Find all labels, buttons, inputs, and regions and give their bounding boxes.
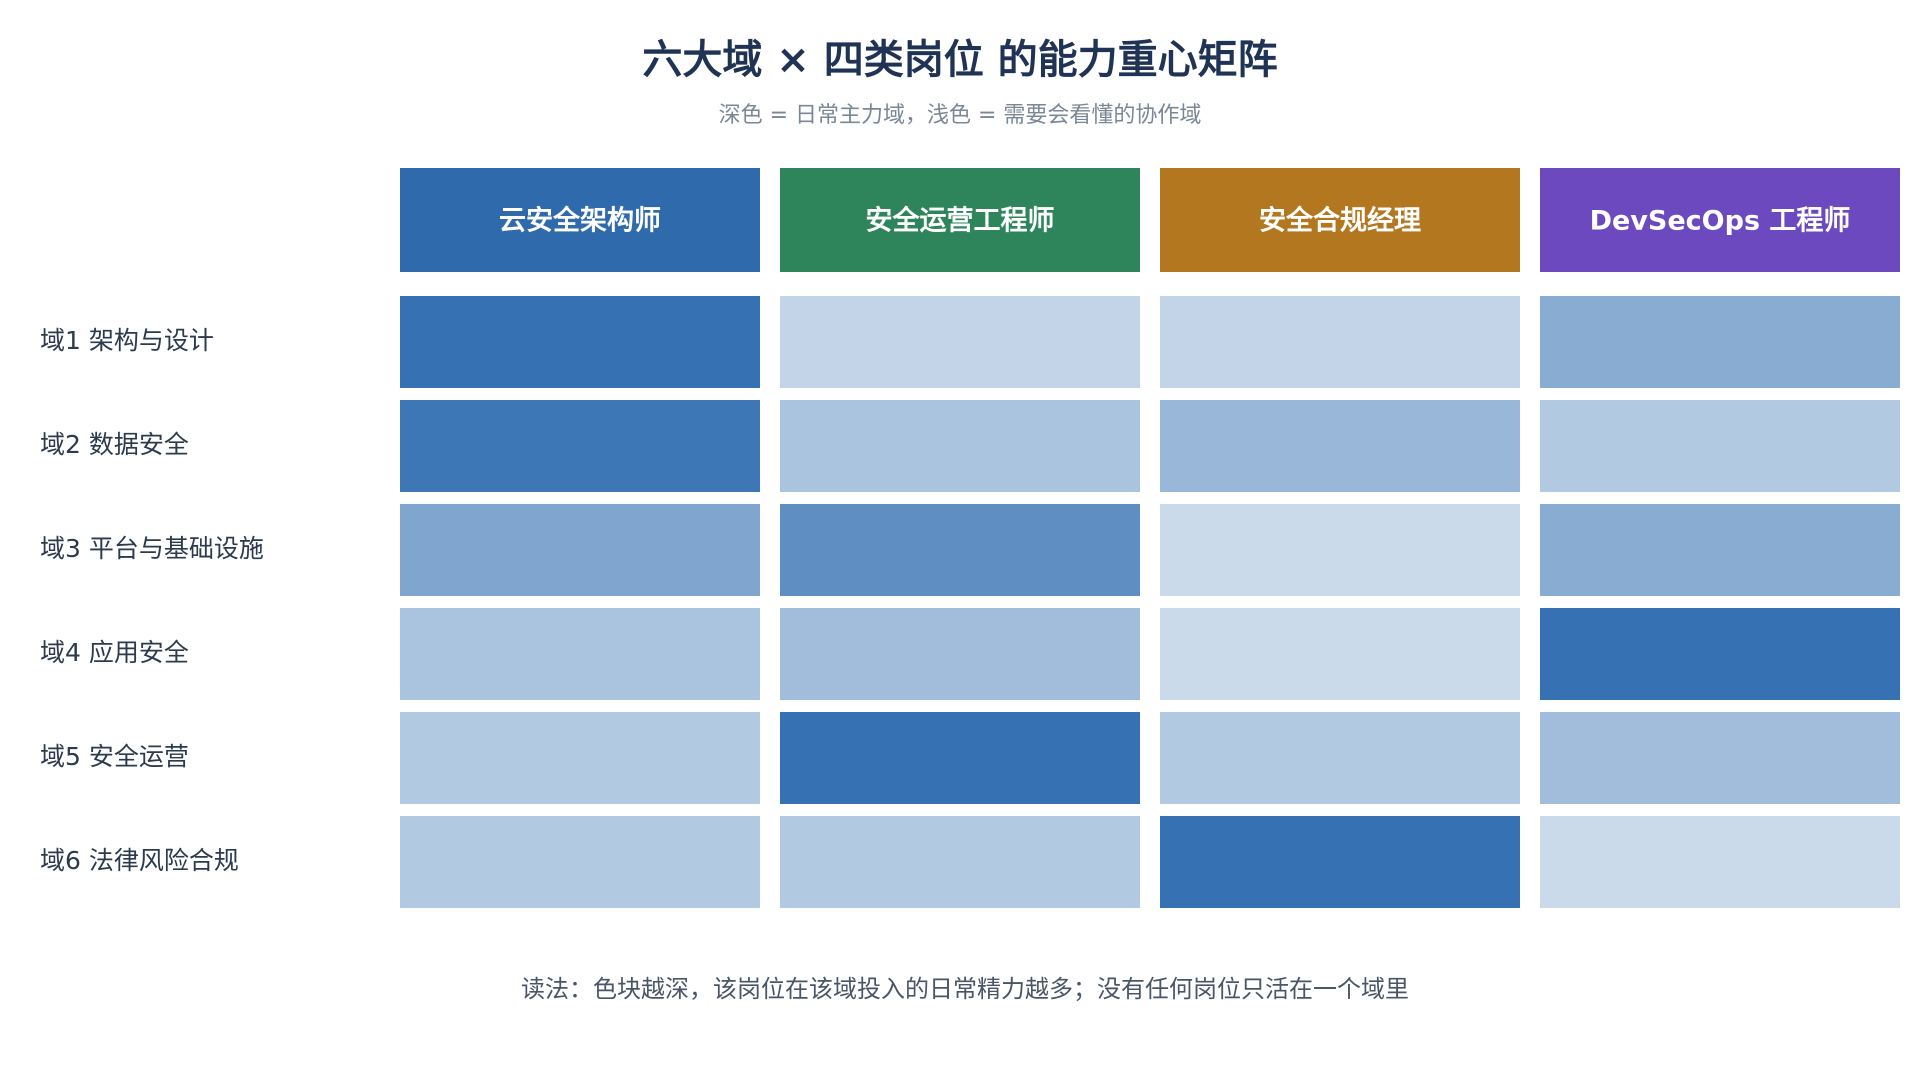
heat-cell xyxy=(780,504,1140,596)
column-label: 安全运营工程师 xyxy=(866,205,1055,237)
row-label: 域4 应用安全 xyxy=(40,638,189,667)
heat-cell xyxy=(1160,504,1520,596)
column-header xyxy=(780,168,1140,272)
heat-cell xyxy=(1160,296,1520,388)
column-header xyxy=(1540,168,1900,272)
heat-cell xyxy=(780,400,1140,492)
column-label: 安全合规经理 xyxy=(1259,205,1421,237)
heat-cell xyxy=(1160,608,1520,700)
column-label: 云安全架构师 xyxy=(499,205,661,237)
row-label: 域1 架构与设计 xyxy=(40,326,214,355)
heat-cell xyxy=(1160,400,1520,492)
heat-cell xyxy=(1540,712,1900,804)
heat-cell xyxy=(400,296,760,388)
heat-cell xyxy=(780,608,1140,700)
row-label: 域2 数据安全 xyxy=(40,430,189,459)
heat-cell xyxy=(780,712,1140,804)
column-label: DevSecOps 工程师 xyxy=(1590,206,1851,237)
row-label: 域3 平台与基础设施 xyxy=(40,534,264,563)
heat-cell xyxy=(400,816,760,908)
heat-cell xyxy=(1160,816,1520,908)
chart-subtitle: 深色 = 日常主力域，浅色 = 需要会看懂的协作域 xyxy=(719,103,1202,128)
heat-cell xyxy=(400,712,760,804)
heat-cell xyxy=(780,296,1140,388)
column-header xyxy=(400,168,760,272)
heat-cell xyxy=(1160,712,1520,804)
column-header xyxy=(1160,168,1520,272)
heat-cell xyxy=(400,504,760,596)
row-label: 域5 安全运营 xyxy=(40,742,189,771)
heat-cell xyxy=(1540,608,1900,700)
heat-cell xyxy=(400,400,760,492)
heat-cell xyxy=(780,816,1140,908)
row-label: 域6 法律风险合规 xyxy=(40,846,239,875)
heat-cell xyxy=(1540,504,1900,596)
heat-cell xyxy=(1540,816,1900,908)
heat-cell xyxy=(1540,296,1900,388)
footnote: 读法：色块越深，该岗位在该域投入的日常精力越多；没有任何岗位只活在一个域里 xyxy=(521,975,1409,1003)
heat-cell xyxy=(400,608,760,700)
heat-cell xyxy=(1540,400,1900,492)
chart-title: 六大域 × 四类岗位 的能力重心矩阵 xyxy=(642,37,1277,83)
